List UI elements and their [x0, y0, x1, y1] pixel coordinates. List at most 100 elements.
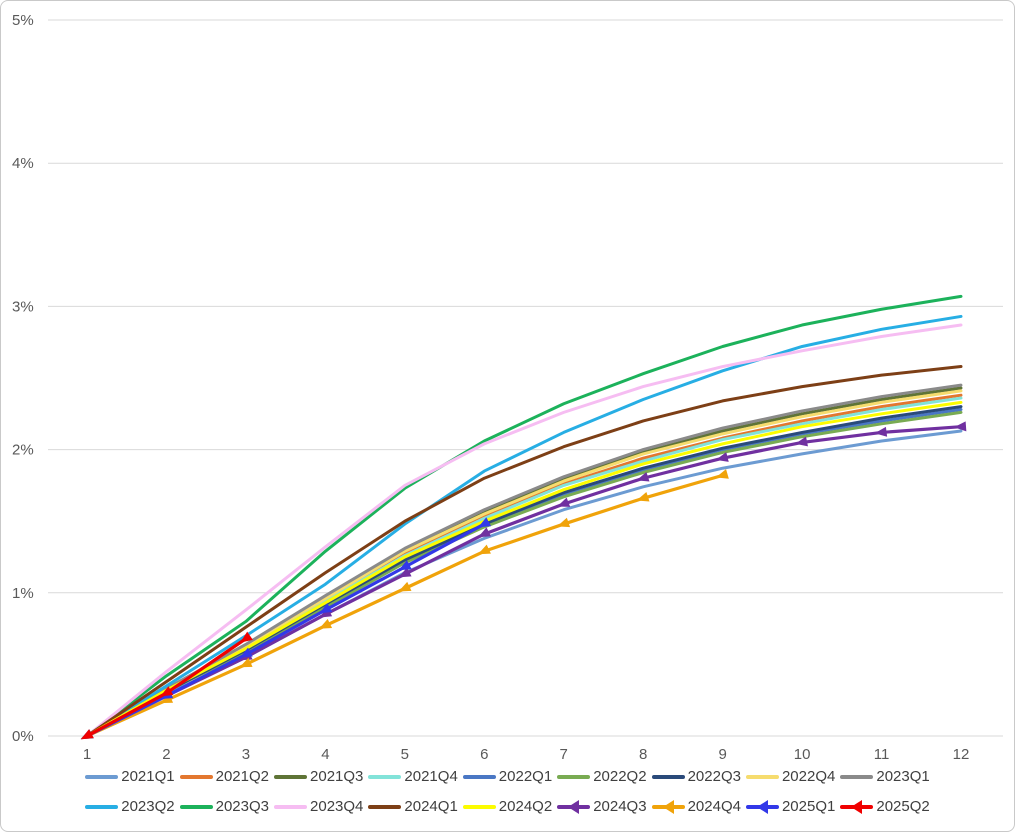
series-marker-2024Q3: [636, 471, 650, 482]
x-axis-label-11: 11: [874, 746, 890, 763]
legend-swatch-icon: [651, 800, 685, 814]
legend-item-2025Q2: 2025Q2: [840, 795, 930, 819]
legend-item-2022Q3: 2022Q3: [651, 765, 741, 789]
series-line-2022Q4: [85, 389, 963, 738]
x-axis-label-9: 9: [718, 746, 726, 763]
series-marker-2025Q1: [319, 603, 333, 614]
legend-swatch-icon: [840, 800, 874, 814]
legend-label: 2023Q4: [310, 798, 364, 815]
x-axis-label-2: 2: [162, 746, 170, 763]
legend-label: 2021Q4: [404, 768, 458, 785]
x-axis-label-10: 10: [794, 746, 811, 763]
legend-swatch-icon: [557, 775, 591, 779]
series-line-2023Q4: [85, 323, 963, 738]
series-line-2021Q1: [85, 429, 963, 738]
legend-label: 2024Q1: [404, 798, 458, 815]
legend-row-1: 2021Q1 2021Q2 2021Q3 2021Q4 2022Q1 2022Q2 2022…: [85, 765, 930, 789]
series-marker-2025Q1: [398, 560, 412, 571]
legend-label: 2025Q2: [876, 798, 930, 815]
series-line-2024Q3: [85, 425, 963, 738]
legend-swatch-icon: [368, 805, 402, 809]
legend-item-2023Q1: 2023Q1: [840, 765, 930, 789]
series-marker-2024Q4: [319, 619, 333, 629]
series-marker-2024Q3: [478, 527, 491, 538]
legend-swatch-icon: [368, 775, 402, 779]
series-marker-2024Q3: [954, 421, 967, 432]
legend-swatch-icon: [651, 775, 685, 779]
legend-item-2022Q1: 2022Q1: [462, 765, 553, 789]
y-axis-label-4%: 4%: [12, 155, 34, 172]
legend-swatch-icon: [745, 775, 779, 779]
x-axis-label-12: 12: [953, 746, 970, 763]
legend-item-2024Q1: 2024Q1: [368, 795, 458, 819]
x-axis-label-7: 7: [560, 746, 568, 763]
legend-item-2021Q3: 2021Q3: [274, 765, 363, 789]
legend-swatch-icon: [179, 775, 213, 779]
legend-item-2024Q2: 2024Q2: [462, 795, 552, 819]
series-marker-2024Q3: [715, 452, 729, 462]
legend-swatch-icon: [557, 800, 591, 814]
series-line-2023Q2: [85, 314, 963, 738]
series-marker-2024Q4: [398, 581, 412, 592]
series-marker-2024Q4: [477, 544, 491, 555]
legend-item-2023Q4: 2023Q4: [274, 795, 363, 819]
legend-label: 2023Q1: [876, 768, 930, 785]
legend-label: 2025Q1: [781, 798, 836, 815]
series-line-2023Q3: [85, 294, 963, 738]
legend-label: 2024Q3: [593, 798, 647, 815]
x-axis-label-5: 5: [401, 746, 409, 763]
legend-swatch-icon: [840, 775, 874, 779]
chart-legend: 2021Q1 2021Q2 2021Q3 2021Q4 2022Q1 2022Q2 2022…: [1, 765, 1014, 819]
series-marker-2024Q3: [874, 426, 888, 437]
series-line-2024Q4: [85, 473, 725, 738]
series-line-2023Q1: [85, 383, 963, 738]
series-marker-2025Q2: [240, 631, 253, 643]
legend-item-2025Q1: 2025Q1: [745, 795, 836, 819]
series-marker-2024Q4: [239, 657, 253, 668]
series-marker-2025Q1: [478, 517, 492, 528]
legend-swatch-icon: [745, 800, 779, 814]
series-marker-2025Q1: [239, 647, 253, 658]
legend-label: 2021Q1: [121, 768, 175, 785]
legend-item-2023Q3: 2023Q3: [179, 795, 269, 819]
series-marker-2025Q2: [80, 729, 94, 740]
series-line-2024Q1: [85, 365, 963, 738]
x-axis-label-4: 4: [321, 746, 329, 763]
legend-swatch-icon: [85, 805, 119, 809]
legend-swatch-icon: [274, 775, 308, 779]
x-axis-label-6: 6: [480, 746, 488, 763]
series-line-2022Q3: [85, 405, 963, 738]
legend-item-2022Q2: 2022Q2: [557, 765, 647, 789]
legend-triangle-marker-icon: [756, 800, 768, 814]
series-marker-2024Q4: [636, 491, 650, 502]
y-axis-label-0%: 0%: [12, 728, 34, 745]
legend-item-2022Q4: 2022Q4: [745, 765, 835, 789]
y-axis-label-3%: 3%: [12, 298, 34, 315]
legend-label: 2022Q2: [593, 768, 647, 785]
series-marker-2024Q4: [715, 469, 729, 479]
legend-label: 2022Q1: [498, 768, 553, 785]
legend-item-2023Q2: 2023Q2: [85, 795, 175, 819]
legend-label: 2022Q3: [687, 768, 741, 785]
y-axis-label-1%: 1%: [12, 585, 34, 602]
series-marker-2025Q2: [160, 686, 174, 697]
legend-item-2021Q1: 2021Q1: [85, 765, 175, 789]
legend-triangle-marker-icon: [662, 800, 674, 814]
series-line-2021Q2: [85, 393, 963, 738]
legend-item-2024Q4: 2024Q4: [651, 795, 741, 819]
legend-item-2021Q2: 2021Q2: [179, 765, 269, 789]
legend-triangle-marker-icon: [568, 800, 580, 814]
legend-swatch-icon: [179, 805, 213, 809]
series-line-2024Q2: [85, 400, 963, 738]
series-marker-2024Q4: [557, 517, 571, 528]
series-marker-2024Q3: [795, 436, 808, 447]
y-axis-label-2%: 2%: [12, 442, 34, 459]
legend-item-2021Q4: 2021Q4: [368, 765, 458, 789]
series-line-2025Q1: [85, 522, 486, 738]
legend-label: 2024Q4: [687, 798, 741, 815]
legend-swatch-icon: [462, 775, 496, 779]
x-axis-label-3: 3: [242, 746, 250, 763]
legend-item-2024Q3: 2024Q3: [557, 795, 647, 819]
legend-swatch-icon: [274, 805, 308, 809]
